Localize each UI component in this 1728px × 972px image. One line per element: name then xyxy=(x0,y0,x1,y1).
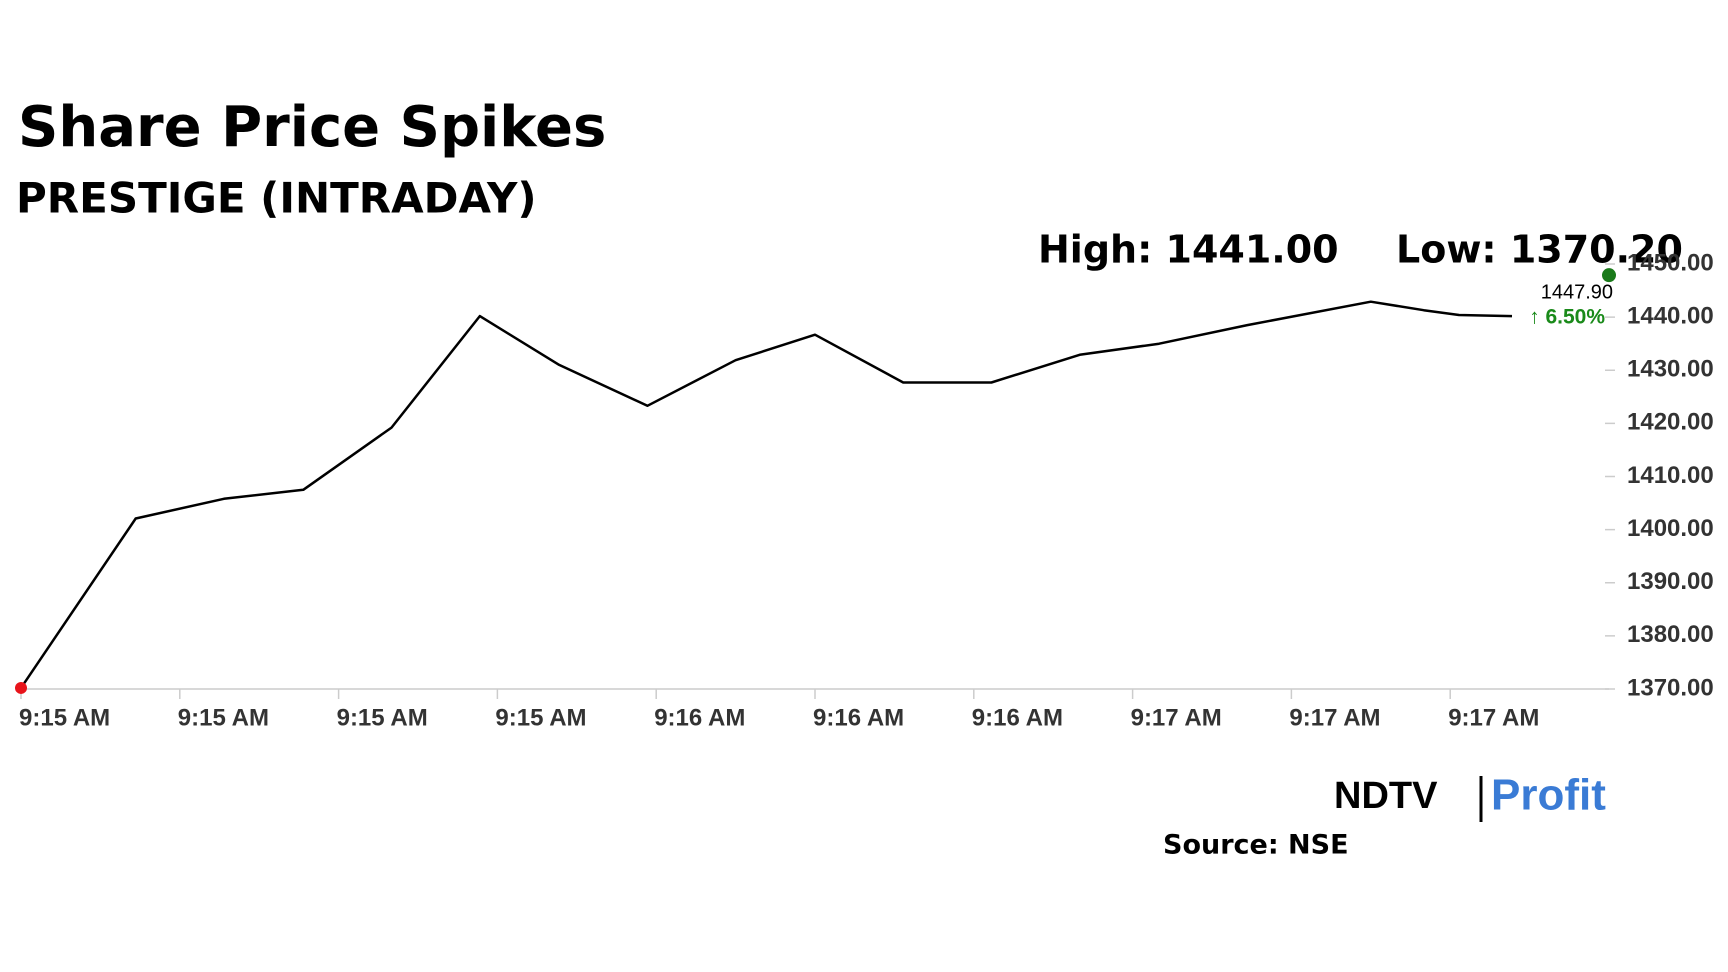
x-tick-label: 9:15 AM xyxy=(337,704,428,731)
last-price: 1447.90 xyxy=(1541,281,1613,303)
brand-right: Profit xyxy=(1491,771,1606,820)
x-tick-label: 9:17 AM xyxy=(1448,704,1539,731)
x-tick-label: 9:16 AM xyxy=(654,704,745,731)
x-tick-label: 9:15 AM xyxy=(19,704,110,731)
y-tick-label: 1450.00 xyxy=(1627,249,1714,276)
brand-logo: NDTV Profit xyxy=(1334,771,1606,822)
y-tick-label: 1400.00 xyxy=(1627,515,1714,542)
y-tick-label: 1420.00 xyxy=(1627,409,1714,436)
x-tick-label: 9:16 AM xyxy=(813,704,904,731)
x-tick-label: 9:17 AM xyxy=(1131,704,1222,731)
last-price-marker xyxy=(1602,268,1616,283)
brand-left: NDTV xyxy=(1334,775,1438,817)
source: Source: NSE xyxy=(1163,830,1349,861)
high-annotation: High: 1441.00 xyxy=(1038,228,1339,272)
y-tick-label: 1430.00 xyxy=(1627,356,1714,383)
y-tick-label: 1410.00 xyxy=(1627,462,1714,489)
start-marker xyxy=(15,681,27,694)
change-percent: ↑ 6.50% xyxy=(1529,306,1605,329)
chart-title: Share Price Spikes xyxy=(18,95,606,160)
x-tick-label: 9:15 AM xyxy=(178,704,269,731)
x-tick-label: 9:16 AM xyxy=(972,704,1063,731)
chart-subtitle: PRESTIGE (INTRADAY) xyxy=(16,174,537,223)
y-tick-label: 1370.00 xyxy=(1627,674,1714,701)
price-line xyxy=(19,300,1513,689)
y-tick-label: 1440.00 xyxy=(1627,302,1714,329)
x-tick-label: 9:17 AM xyxy=(1289,704,1380,731)
y-tick-label: 1380.00 xyxy=(1627,621,1714,648)
x-tick-label: 9:15 AM xyxy=(495,704,586,731)
low-annotation: Low: 1370.20 xyxy=(1396,228,1683,272)
y-tick-label: 1390.00 xyxy=(1627,568,1714,595)
